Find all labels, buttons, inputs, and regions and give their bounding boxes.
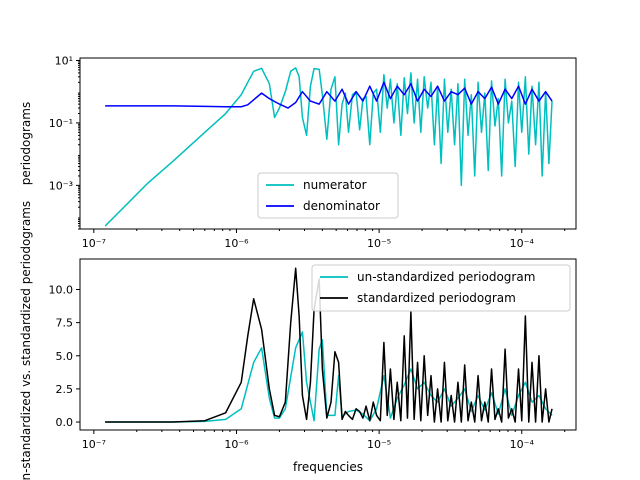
legend-box <box>311 264 571 312</box>
legend: numerator denominator <box>257 172 399 219</box>
series-line-un-standardized-periodogram <box>105 331 553 423</box>
y-tick-label: 2.5 <box>56 383 74 396</box>
axes-frame <box>79 258 577 431</box>
legend-entry-label: denominator <box>303 199 380 213</box>
series-line-numerator <box>104 67 553 227</box>
y-tick-label: 5.0 <box>56 350 74 363</box>
x-tick-label: 10⁻⁴ <box>510 438 535 451</box>
x-tick-label: 10⁻⁶ <box>224 237 249 250</box>
bottom-panel: 10⁻⁷ 10⁻⁶ 10⁻⁵ 10⁻⁴ 0.0 2.5 5.0 7.5 10.0 un-stand… <box>19 201 577 480</box>
y-tick-label: 10⁻³ <box>49 179 73 192</box>
x-tick-label: 10⁻⁵ <box>367 438 391 451</box>
y-tick-label: 0.0 <box>56 416 74 429</box>
legend-entry-label: standardized periodogram <box>357 291 516 305</box>
x-axis-label: frequencies <box>293 460 363 474</box>
x-tick-label: 10⁻⁵ <box>367 237 391 250</box>
legend-entry-label: un-standardized periodogram <box>357 270 535 284</box>
y-tick-label: 7.5 <box>56 317 74 330</box>
series-line-denominator <box>105 81 553 109</box>
y-tick-label: 10⁻¹ <box>49 117 73 130</box>
legend: un-standardized periodogram standardized … <box>311 264 571 312</box>
x-tick-label: 10⁻⁷ <box>82 438 106 451</box>
x-tick-label: 10⁻⁴ <box>510 237 535 250</box>
legend-entry-label: numerator <box>303 178 367 192</box>
y-tick-label: 10.0 <box>49 283 74 296</box>
series-group <box>104 67 553 227</box>
x-tick-label: 10⁻⁷ <box>82 237 106 250</box>
top-panel: 10⁻⁷ 10⁻⁶ 10⁻⁵ 10⁻⁴ 10⁻³ 10⁻¹ 10¹ periodograms n… <box>19 54 577 250</box>
y-axis-label: periodograms <box>19 102 33 185</box>
y-tick-label: 10¹ <box>55 54 73 67</box>
series-group <box>105 267 553 423</box>
series-line-standardized-periodogram <box>105 267 553 423</box>
x-tick-label: 10⁻⁶ <box>224 438 249 451</box>
axes-frame <box>79 57 577 230</box>
y-axis-label: un-standardized vs. standardized periodo… <box>19 201 33 480</box>
